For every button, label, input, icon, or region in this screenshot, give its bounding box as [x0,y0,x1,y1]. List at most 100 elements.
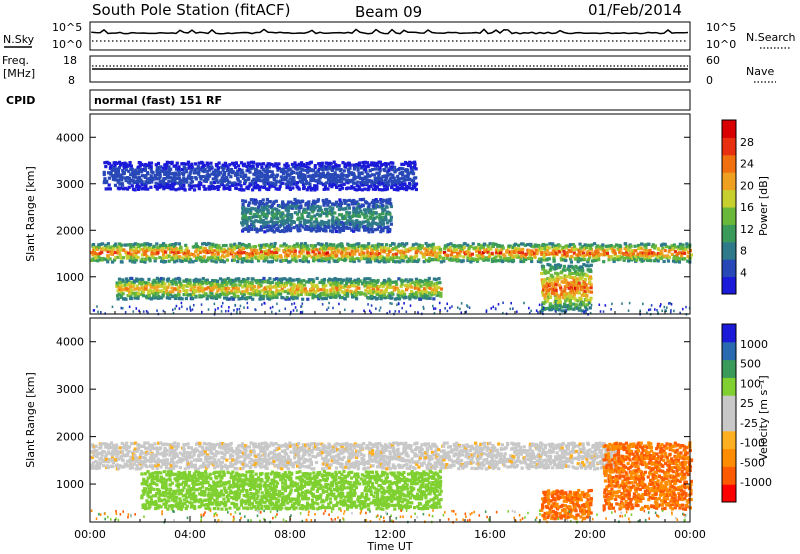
heatmap-cell [413,259,417,263]
heatmap-cell [369,279,373,283]
heatmap-cell [124,277,129,281]
heatmap-cell [301,225,305,229]
heatmap-cell [419,291,423,295]
heatmap-cell [298,176,302,180]
heatmap-noise-cell [145,310,148,313]
heatmap-cell [602,260,606,264]
heatmap-cell [99,242,103,246]
heatmap-cell [122,248,126,252]
heatmap-cell [356,165,360,169]
heatmap-cell [281,205,285,209]
heatmap-noise-cell [679,311,681,315]
heatmap-cell [311,178,316,182]
heatmap-cell [346,168,350,172]
heatmap-cell [682,251,687,255]
heatmap-cell [313,244,318,248]
heatmap-cell [417,258,421,262]
heatmap-cell [357,286,361,290]
heatmap-cell [250,281,254,286]
heatmap-cell [299,205,303,210]
heatmap-cell [295,224,299,228]
heatmap-cell [194,242,198,246]
heatmap-cell [322,251,326,255]
heatmap-cell [350,214,355,219]
heatmap-noise-cell [171,308,174,312]
heatmap-cell [373,228,377,232]
heatmap-cell [270,296,274,300]
heatmap-cell [184,178,189,182]
heatmap-cell [295,167,299,171]
heatmap-cell [309,205,313,209]
heatmap-cell [613,256,617,261]
heatmap-cell [302,255,306,259]
heatmap-cell [117,457,121,461]
heatmap-cell [519,257,523,261]
heatmap-cell [426,283,430,287]
heatmap-noise-cell [621,302,623,305]
heatmap-cell [286,215,290,219]
heatmap-cell [310,215,314,219]
heatmap-cell [331,226,336,230]
heatmap-cell [266,252,271,256]
heatmap-cell [272,244,277,249]
heatmap-cell [557,308,562,312]
heatmap-noise-cell [559,304,561,308]
heatmap-cell [281,258,285,262]
heatmap-cell [221,278,225,282]
heatmap-noise-cell [269,306,272,310]
heatmap-cell [260,288,264,293]
heatmap-cell [331,219,335,224]
heatmap-cell [433,250,437,254]
heatmap-cell [113,178,117,182]
heatmap-cell [169,245,173,249]
heatmap-noise-cell [284,307,287,310]
heatmap-cell [252,220,256,224]
heatmap-cell [542,255,546,259]
heatmap-cell [170,160,174,164]
heatmap-cell [199,181,203,185]
heatmap-cell [631,252,636,256]
heatmap-cell [535,251,539,256]
heatmap-cell [571,265,575,269]
heatmap-cell [308,292,312,297]
heatmap-cell [200,242,205,246]
heatmap-cell [347,246,351,250]
heatmap-cell [562,264,567,269]
heatmap-cell [201,161,205,165]
heatmap-cell [479,256,483,260]
heatmap-cell [226,253,230,257]
heatmap-cell [582,262,586,267]
heatmap-cell [509,259,513,263]
heatmap-cell [358,206,362,210]
heatmap-cell [375,246,379,250]
heatmap-cell [501,246,505,250]
heatmap-cell [378,166,382,170]
heatmap-cell [340,285,344,289]
heatmap-cell [345,211,350,215]
heatmap-cell [251,166,256,170]
heatmap-cell [565,251,569,255]
heatmap-cell [245,286,249,290]
heatmap-cell [579,300,584,304]
heatmap-cell [565,246,569,250]
heatmap-cell [369,212,373,216]
heatmap-cell [118,253,122,257]
heatmap-cell [229,167,234,172]
heatmap-cell [205,169,210,173]
heatmap-cell [115,245,120,249]
heatmap-cell [131,245,136,249]
heatmap-cell [293,252,297,256]
heatmap-noise-cell [465,310,468,314]
heatmap-cell [411,184,416,189]
heatmap-cell [220,259,225,263]
heatmap-cell [682,249,686,253]
heatmap-cell [681,243,685,247]
heatmap-noise-cell [432,307,435,310]
heatmap-cell [224,289,228,293]
nave-tick-top: 60 [706,54,720,67]
heatmap-cell [348,226,352,230]
heatmap-noise-cell [642,302,644,306]
heatmap-cell [392,288,396,292]
heatmap-cell [219,246,223,250]
heatmap-cell [294,163,298,167]
